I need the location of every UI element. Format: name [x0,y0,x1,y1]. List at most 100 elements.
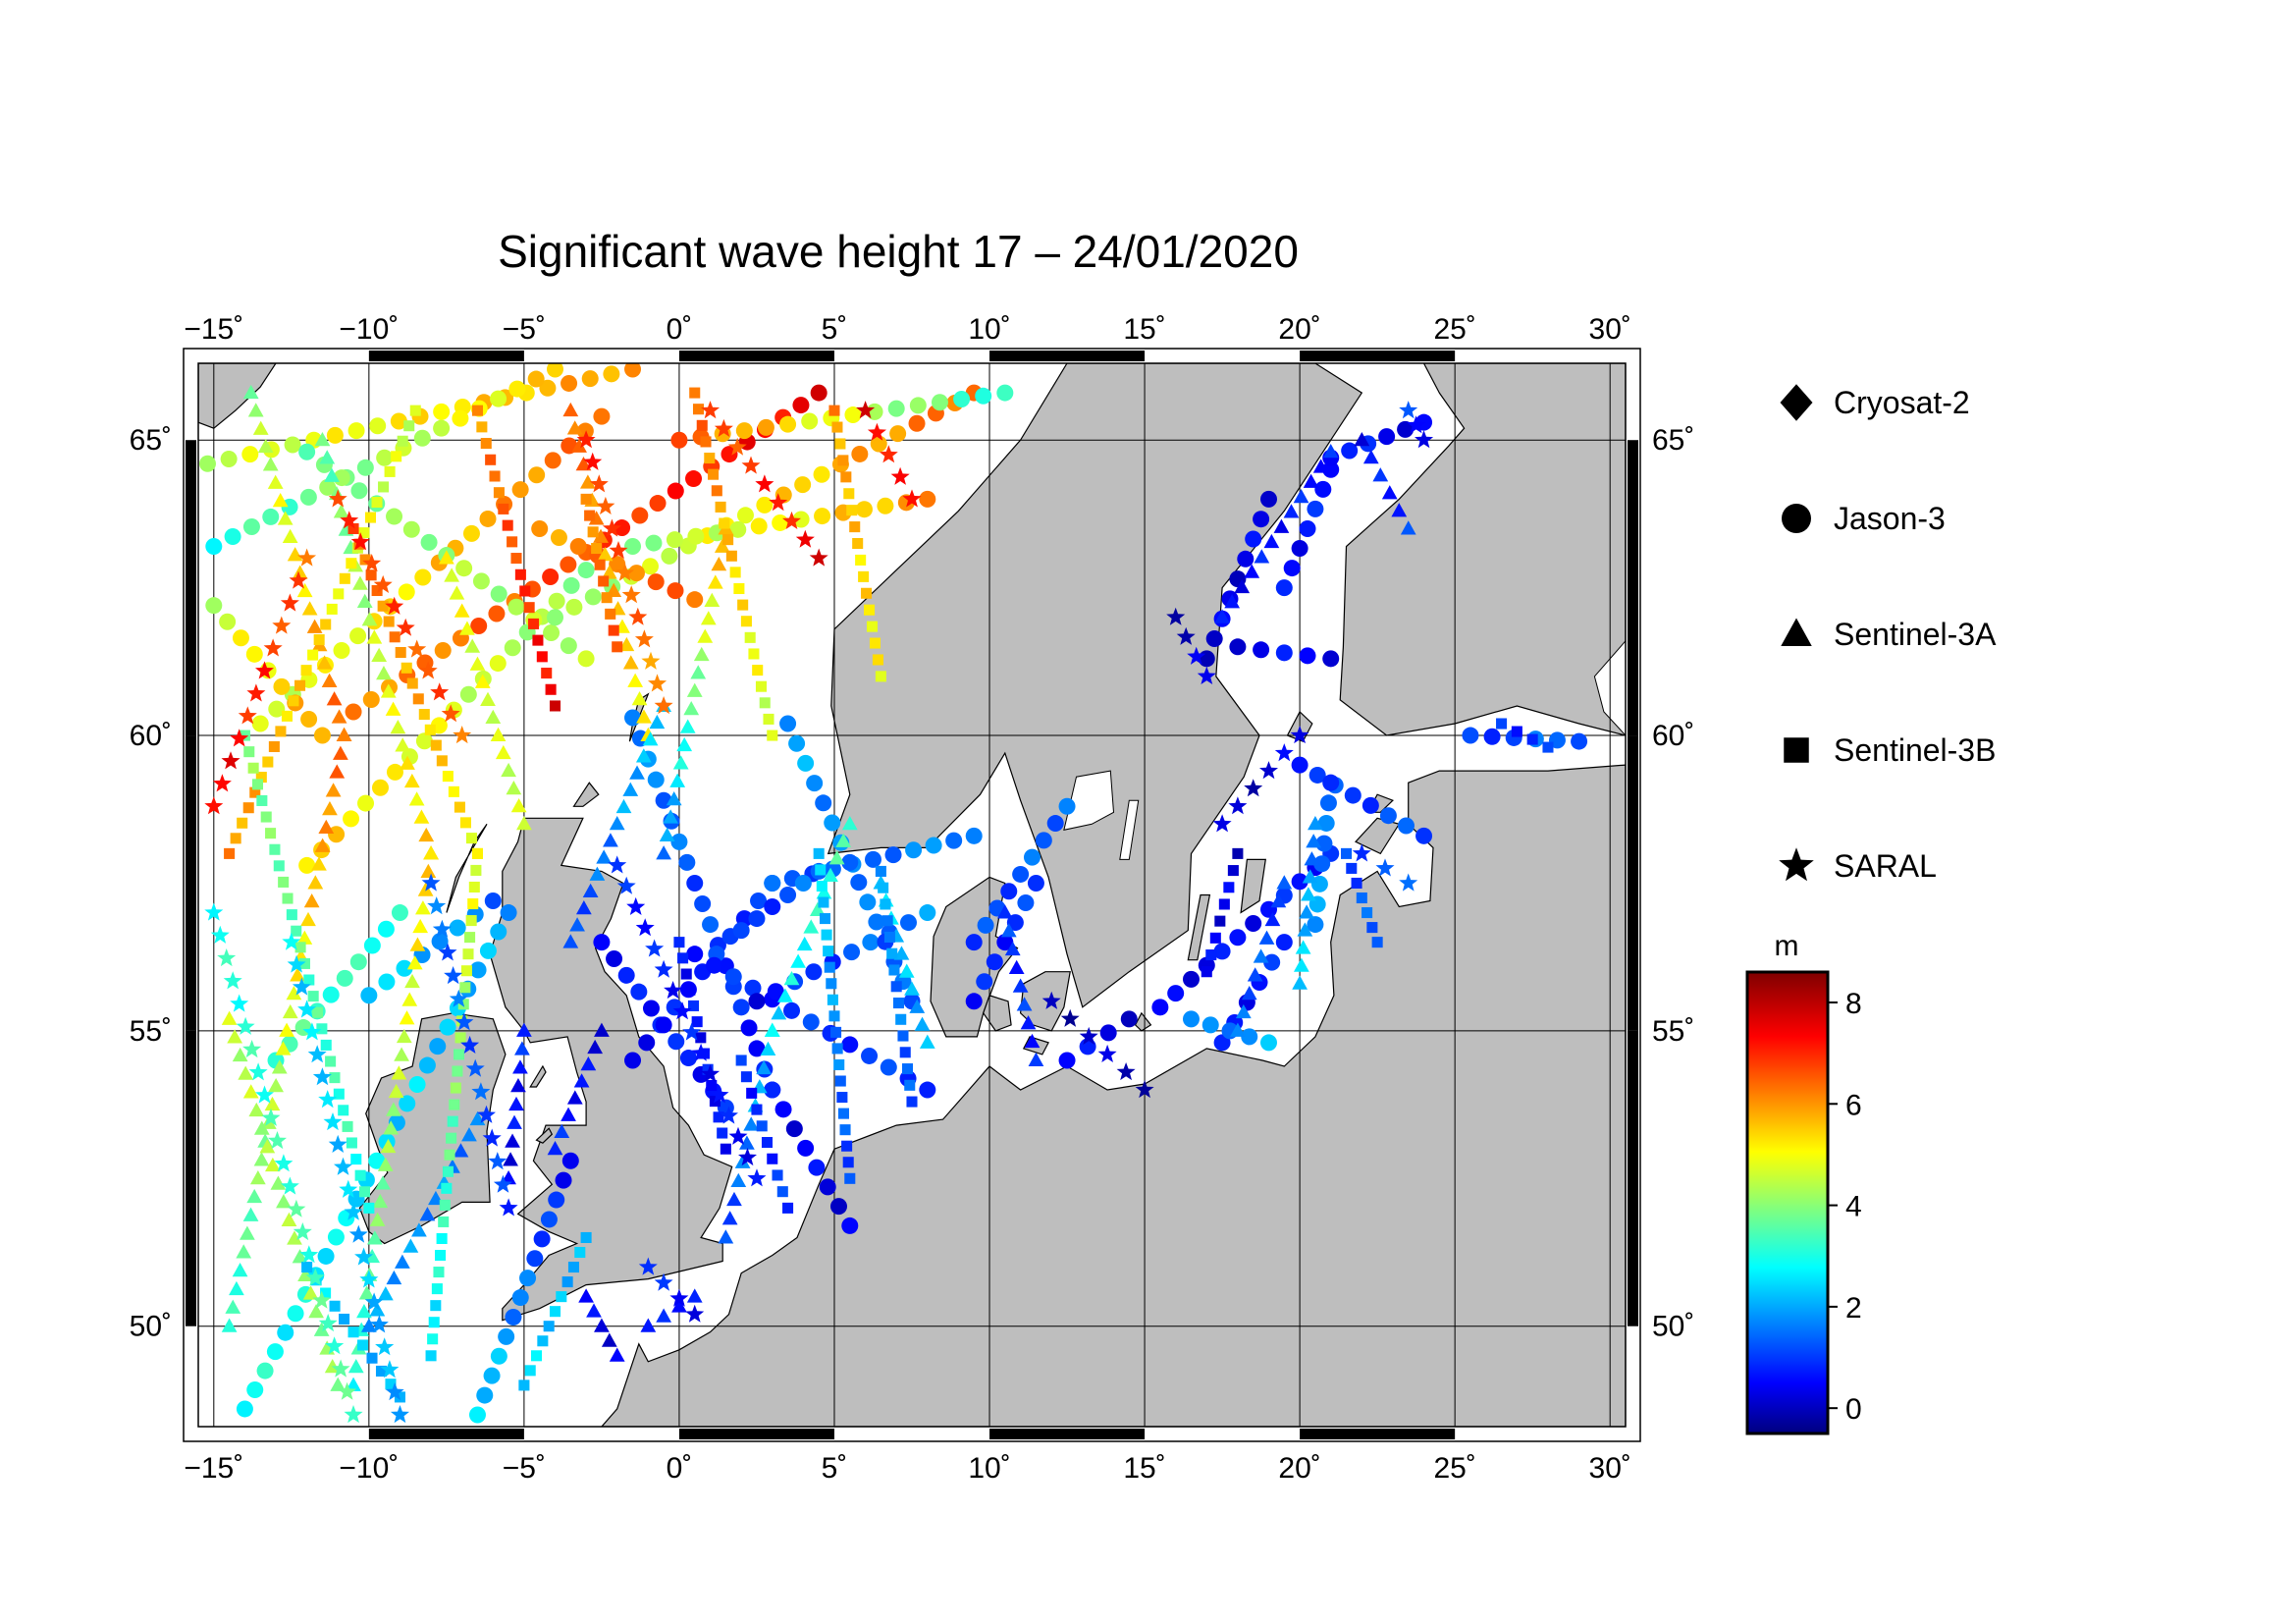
legend-label: Sentinel-3A [1834,617,1997,652]
saral-marker [669,1288,689,1307]
sentinel-3a-marker [503,1152,518,1166]
jason-3-marker [783,1001,801,1019]
sentinel-3b-marker [395,647,406,659]
sentinel-3b-marker [403,420,415,432]
sentinel-3a-marker [615,798,632,814]
track-sentinel-3b [224,405,421,859]
jason-3-marker [740,1019,758,1037]
track-saral [1352,843,1418,892]
jason-3-marker [1314,480,1332,498]
jason-3-marker [679,1050,697,1067]
sentinel-3a-marker [1391,503,1408,517]
sentinel-3b-marker [827,994,838,1005]
colorbar-tick-label: 6 [1845,1089,1862,1121]
track-saral [856,401,922,508]
sentinel-3b-marker [251,779,264,790]
sentinel-3a-marker [469,656,486,671]
saral-marker [691,1043,711,1061]
jason-3-marker [788,734,806,752]
jason-3-marker [472,572,490,590]
sentinel-3b-marker [320,619,332,630]
legend-label: Cryosat-2 [1834,385,1970,420]
sentinel-3a-marker [597,546,614,562]
sentinel-3b-marker [442,771,454,783]
track-jason-3 [468,1152,579,1424]
sentinel-3b-marker [695,1032,707,1044]
saral-marker [328,1134,347,1153]
sentinel-3b-marker [359,554,371,566]
lon-label-bottom: 30˚ [1589,1452,1631,1485]
track-sentinel-3a [547,1022,610,1156]
sentinel-3a-marker [314,431,331,447]
sentinel-3b-marker [878,882,889,893]
jason-3-marker [1201,1016,1219,1034]
saral-marker [230,729,249,747]
jason-3-marker [767,983,784,1001]
sentinel-3b-marker [354,1169,366,1181]
sentinel-3a-marker [596,849,613,864]
sentinel-3b-marker [763,713,774,725]
sentinel-3a-marker [588,511,605,525]
sentinel-3a-marker [622,782,639,796]
sentinel-3b-marker [256,794,268,806]
saral-marker [263,638,283,657]
legend-item-sentinel-3b: Sentinel-3B [1784,732,1996,768]
jason-3-marker [977,916,994,934]
sentinel-3a-marker [375,1175,391,1190]
saral-marker [287,1199,306,1217]
saral-marker [1187,646,1206,665]
colorbar-tick-label: 0 [1845,1393,1862,1426]
sentinel-3b-marker [425,1350,437,1362]
sentinel-3a-marker [649,714,666,730]
lon-label-bottom: −10˚ [339,1452,399,1485]
jason-3-marker [603,365,620,383]
jason-3-marker [606,949,623,967]
sentinel-3a-marker [609,816,625,831]
sentinel-3a-marker [1244,564,1260,578]
sentinel-3b-marker [897,1030,909,1042]
saral-marker [318,1314,338,1332]
sentinel-3b-marker [720,1143,731,1155]
saral-marker [856,401,876,419]
sentinel-3b-marker [400,662,412,674]
jason-3-marker [996,384,1014,402]
saral-marker [255,661,274,679]
jason-3-marker [1341,442,1359,460]
saral-marker [344,1405,363,1424]
sentinel-3a-marker [809,901,826,917]
sentinel-3b-marker [692,404,705,415]
colorbar-ticks: 0 2 4 6 8 [1828,988,1862,1426]
saral-marker [714,418,733,437]
saral-marker [204,796,224,815]
sentinel-3b-marker [532,634,544,646]
sentinel-3b-marker [247,762,259,774]
sentinel-3a-marker [253,1152,270,1166]
sentinel-3b-marker [751,1104,763,1115]
sentinel-3b-marker [383,616,395,627]
jason-3-marker [548,1191,565,1209]
sentinel-3b-marker [673,937,685,948]
jason-3-marker [1291,756,1308,774]
sentinel-3a-marker [1293,488,1309,504]
jason-3-marker [1229,929,1247,947]
sentinel-3b-marker [591,542,603,555]
lat-label-left: 60˚ [130,720,172,752]
sentinel-3a-marker [566,420,583,435]
saral-marker [1166,607,1186,625]
sentinel-3a-marker [1273,518,1290,533]
sentinel-3b-marker [444,1149,455,1161]
sentinel-3b-marker [587,526,599,538]
sentinel-3a-marker [594,1022,610,1037]
saral-marker [1228,796,1248,815]
latitude-labels: 50˚ 50˚ 55˚ 55˚ 60˚ 60˚ 65˚ 65˚ [130,424,1695,1343]
saral-marker [328,489,347,508]
sentinel-3a-marker [221,1010,238,1025]
sentinel-3b-marker [452,1065,463,1077]
sentinel-3a-marker [464,638,481,653]
sentinel-3b-marker [872,654,883,666]
jason-3-marker [1253,511,1270,528]
jason-3-marker [889,425,907,443]
jason-3-marker [919,904,936,922]
saral-marker [608,855,627,874]
